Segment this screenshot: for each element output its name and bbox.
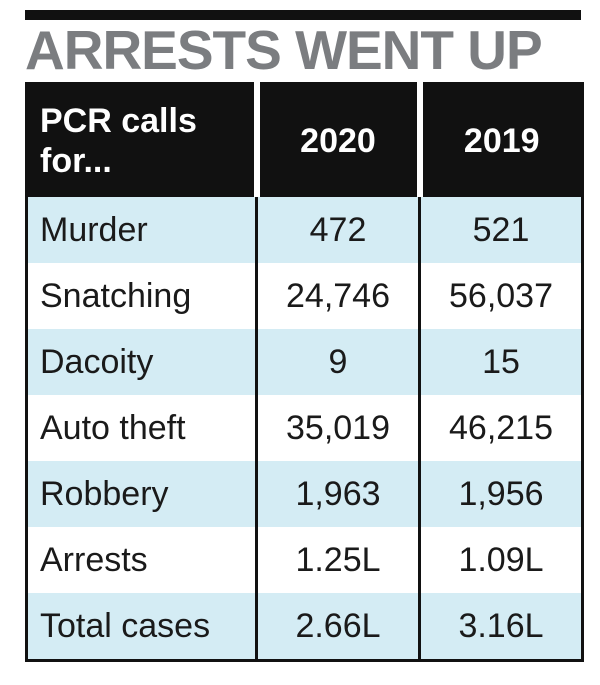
row-label: Auto theft [40,408,186,447]
cell: 1,963 [255,461,420,527]
cell: 24,746 [255,263,420,329]
cell: 472 [255,197,420,263]
table-row: Total cases 2.66L 3.16L [26,593,583,661]
table-row: Auto theft 35,019 46,215 [27,395,583,461]
cell: 1,956 [418,461,583,527]
row-label: Murder [26,197,257,263]
cell: 3.16L [418,593,583,661]
column-header: PCR calls for... [26,83,257,197]
row-label: Arrests [40,540,148,579]
row-label: Snatching [40,276,192,315]
column-header: 2020 [253,83,420,197]
table-body: Murder 472 521 Snatching 24,746 56,037 Dacoity… [26,197,583,661]
cell: 2.66L [255,593,420,661]
cell: 56,037 [418,263,583,329]
cell: 1.09L [418,527,583,593]
top-rule [25,10,581,20]
cell: 15 [418,329,583,395]
header-row: PCR calls for... 2020 2019 [26,83,583,197]
cell: 46,215 [418,395,583,461]
cell: 35,019 [255,395,420,461]
table-row: Murder 472 521 [26,197,583,263]
table-row: Snatching 24,746 56,037 [27,263,583,329]
data-table: PCR calls for... 2020 2019 Murder 472 521 Sna… [25,82,584,662]
title: ARRESTS WENT UP [25,19,543,81]
table-row: Dacoity 9 15 [26,329,583,395]
table-row: Robbery 1,963 1,956 [26,461,583,527]
row-label: Dacoity [26,329,257,395]
cell: 9 [255,329,420,395]
column-header: 2019 [416,83,583,197]
cell: 521 [418,197,583,263]
cell: 1.25L [255,527,420,593]
row-label: Robbery [26,461,257,527]
table-row: Arrests 1.25L 1.09L [27,527,583,593]
row-label: Total cases [26,593,257,661]
